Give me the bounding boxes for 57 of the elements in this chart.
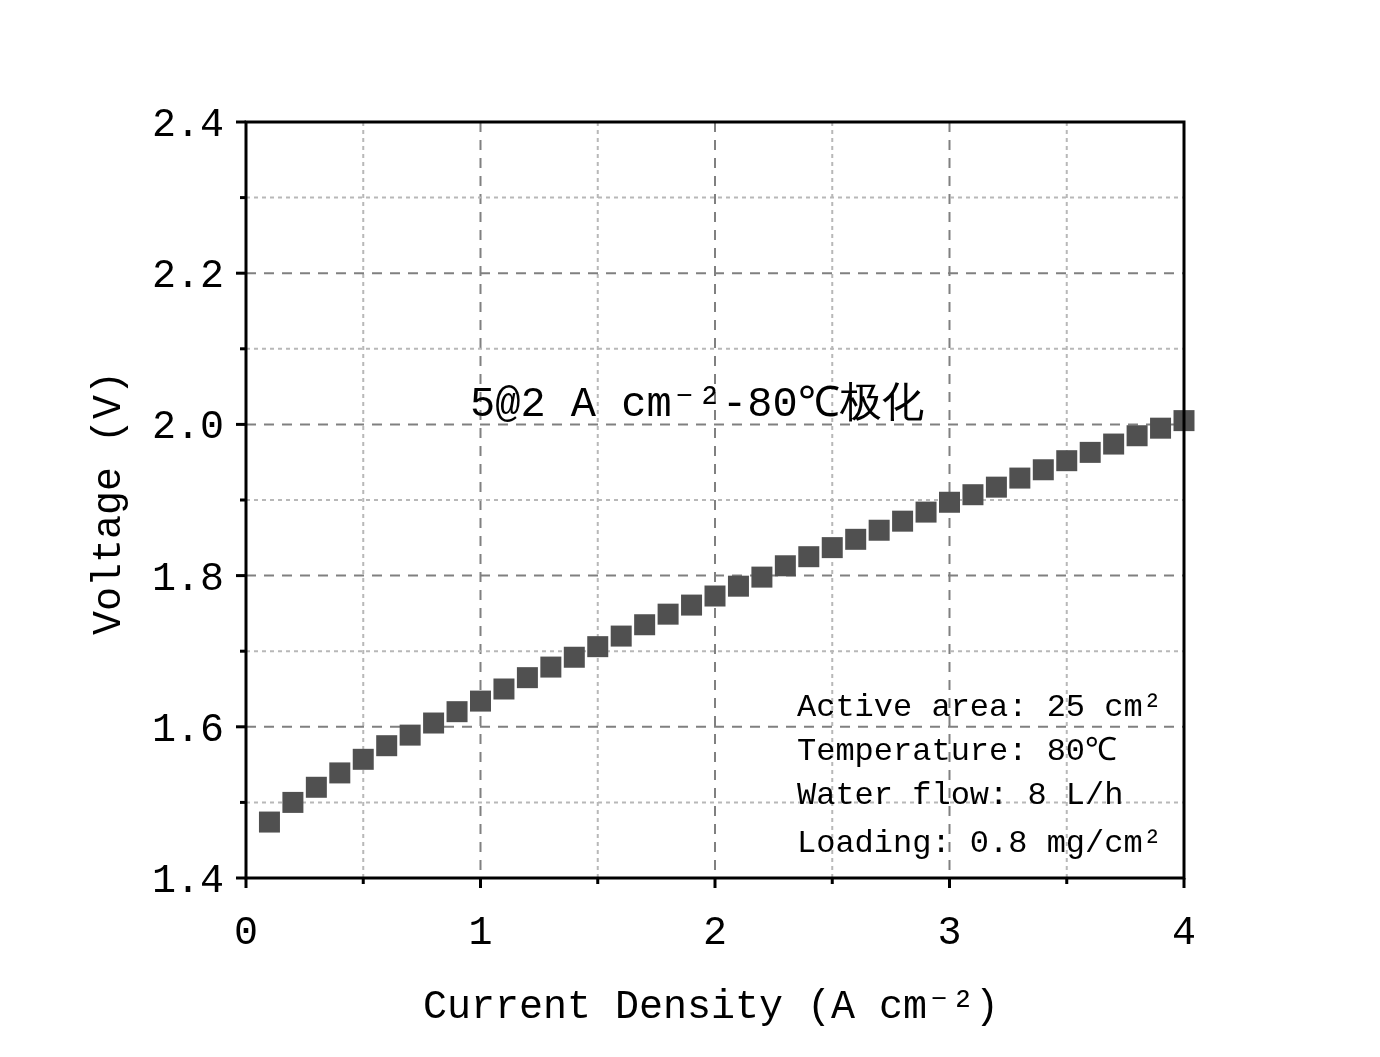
annotation: Loading: 0.8 mg/cm² xyxy=(797,825,1162,862)
point xyxy=(821,537,843,559)
point xyxy=(634,614,656,636)
point xyxy=(329,762,351,784)
point xyxy=(1009,467,1031,489)
point xyxy=(610,625,632,647)
x-tick-label: 0 xyxy=(233,911,259,956)
point xyxy=(563,646,585,668)
point xyxy=(1150,417,1172,439)
point xyxy=(985,476,1007,498)
y-tick-label: 1.4 xyxy=(151,859,224,904)
point xyxy=(1126,425,1148,447)
x-tick-label: 3 xyxy=(937,911,962,956)
point xyxy=(1103,433,1125,455)
point xyxy=(493,678,515,700)
annotation: Water flow: 8 L/h xyxy=(797,777,1124,814)
point xyxy=(423,712,445,734)
point xyxy=(376,735,398,757)
point xyxy=(1079,441,1101,463)
point xyxy=(282,791,304,813)
point xyxy=(399,724,421,746)
point xyxy=(1056,450,1078,472)
point xyxy=(939,491,960,513)
annotation: Temperature: 80℃ xyxy=(797,733,1118,770)
point xyxy=(727,575,749,597)
point xyxy=(704,585,726,607)
point xyxy=(915,501,937,523)
point xyxy=(587,636,609,658)
y-tick-label: 2.0 xyxy=(151,405,224,451)
point xyxy=(540,656,562,678)
point xyxy=(516,667,538,689)
point xyxy=(892,510,914,532)
point xyxy=(352,748,374,770)
annotation: Active area: 25 cm² xyxy=(797,689,1162,726)
x-tick-label: 2 xyxy=(702,911,728,956)
point xyxy=(446,701,468,723)
point xyxy=(305,776,327,798)
y-tick-label: 1.8 xyxy=(151,556,224,602)
point xyxy=(1032,459,1054,481)
point xyxy=(751,566,773,588)
point xyxy=(681,594,703,616)
y-axis-title: Voltage (V) xyxy=(87,370,132,636)
point xyxy=(657,603,679,625)
y-tick-label: 1.6 xyxy=(151,707,224,753)
point xyxy=(845,528,867,550)
x-tick-label: 4 xyxy=(1171,911,1197,956)
point xyxy=(258,811,280,833)
point xyxy=(470,690,491,712)
annotation: 5@2 A cm⁻²-80℃极化 xyxy=(470,381,924,429)
x-axis-title: Current Density (A cm⁻²) xyxy=(422,985,1000,1030)
point xyxy=(798,546,820,568)
x-tick-label: 1 xyxy=(468,911,493,956)
point xyxy=(962,484,984,506)
point xyxy=(868,519,890,541)
y-tick-label: 2.4 xyxy=(151,103,224,148)
point xyxy=(774,555,796,577)
y-tick-label: 2.2 xyxy=(151,254,224,300)
